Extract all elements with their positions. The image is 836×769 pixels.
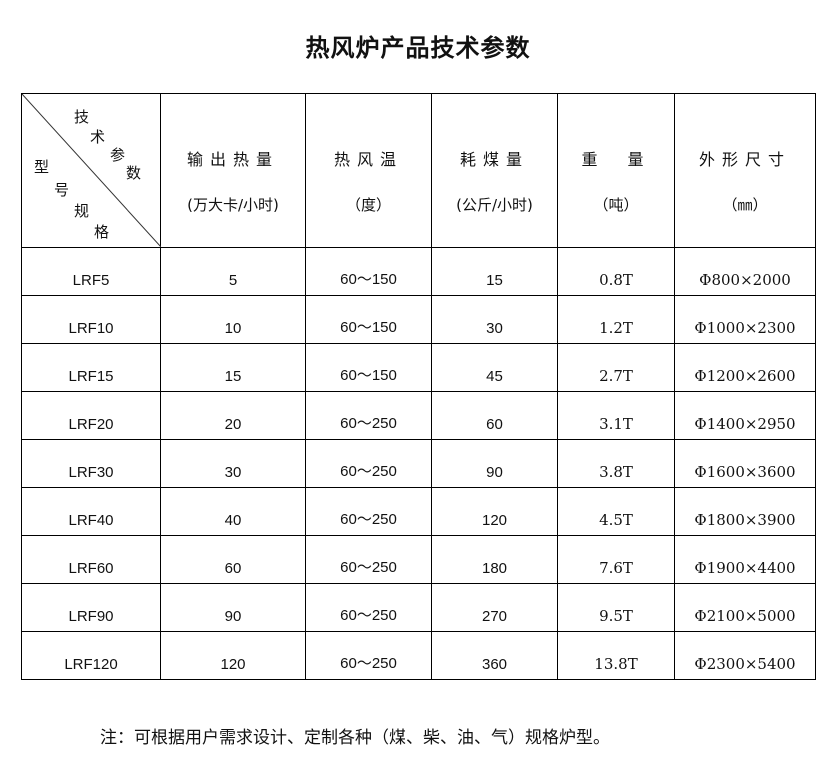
table-row: LRF10 10 60～150 30 1.2T Φ1000×2300 (21, 295, 816, 344)
cell-weight: 3.1T (557, 391, 675, 440)
cell-temp: 60～250 (305, 391, 432, 440)
cell-coal: 180 (431, 535, 558, 584)
cell-temp: 60～250 (305, 631, 432, 680)
cell-weight: 2.7T (557, 343, 675, 392)
table-row: LRF60 60 60～250 180 7.6T Φ1900×4400 (21, 535, 816, 584)
header-row: 技 术 参 数 型 号 规 格 输出热量 (万大卡/小时) 热风温 （度） 耗煤量(… (21, 93, 816, 248)
header-output-heat: 输出热量 (万大卡/小时) (160, 93, 306, 248)
cell-weight: 0.8T (557, 247, 675, 296)
diagonal-line (22, 94, 161, 247)
cell-size: Φ800×2000 (674, 247, 816, 296)
cell-size: Φ1000×2300 (674, 295, 816, 344)
corner-top-char: 数 (126, 164, 142, 182)
header-air-temp: 热风温 （度） (305, 93, 432, 248)
cell-output: 60 (160, 535, 306, 584)
header-coal-use: 耗煤量 (公斤/小时) (431, 93, 558, 248)
cell-weight: 3.8T (557, 439, 675, 488)
cell-temp: 60～250 (305, 535, 432, 584)
cell-model: LRF5 (21, 247, 161, 296)
cell-temp: 60～150 (305, 343, 432, 392)
cell-output: 90 (160, 583, 306, 632)
corner-bottom-char: 型 (34, 158, 50, 176)
cell-model: LRF15 (21, 343, 161, 392)
page-title: 热风炉产品技术参数 (305, 33, 531, 62)
cell-coal: 15 (431, 247, 558, 296)
table-row: LRF20 20 60～250 60 3.1T Φ1400×2950 (21, 391, 816, 440)
cell-weight: 13.8T (557, 631, 675, 680)
cell-model: LRF120 (21, 631, 161, 680)
cell-coal: 120 (431, 487, 558, 536)
table-row: LRF5 5 60～150 15 0.8T Φ800×2000 (21, 247, 816, 296)
cell-coal: 360 (431, 631, 558, 680)
corner-bottom-char: 号 (54, 181, 70, 199)
corner-top-char: 技 (74, 108, 90, 126)
cell-model: LRF40 (21, 487, 161, 536)
cell-temp: 60～250 (305, 583, 432, 632)
cell-size: Φ1600×3600 (674, 439, 816, 488)
cell-coal: 30 (431, 295, 558, 344)
cell-size: Φ2300×5400 (674, 631, 816, 680)
cell-model: LRF30 (21, 439, 161, 488)
cell-size: Φ1800×3900 (674, 487, 816, 536)
cell-output: 5 (160, 247, 306, 296)
cell-weight: 4.5T (557, 487, 675, 536)
corner-top-char: 参 (110, 146, 126, 164)
cell-coal: 60 (431, 391, 558, 440)
spec-table: 技 术 参 数 型 号 规 格 输出热量 (万大卡/小时) 热风温 （度） 耗煤量(… (21, 93, 816, 680)
corner-top-char: 术 (90, 128, 106, 146)
cell-weight: 7.6T (557, 535, 675, 584)
table-row: LRF30 30 60～250 90 3.8T Φ1600×3600 (21, 439, 816, 488)
corner-header: 技 术 参 数 型 号 规 格 (21, 93, 161, 248)
corner-bottom-char: 规 (74, 202, 90, 220)
cell-temp: 60～250 (305, 439, 432, 488)
cell-coal: 270 (431, 583, 558, 632)
cell-output: 40 (160, 487, 306, 536)
cell-coal: 45 (431, 343, 558, 392)
cell-model: LRF90 (21, 583, 161, 632)
cell-weight: 9.5T (557, 583, 675, 632)
header-dimensions: 外形尺寸 （㎜） (674, 93, 816, 248)
cell-temp: 60～250 (305, 487, 432, 536)
cell-size: Φ1400×2950 (674, 391, 816, 440)
footnote: 注：可根据用户需求设计、定制各种（煤、柴、油、气）规格炉型。 (100, 728, 610, 748)
cell-output: 10 (160, 295, 306, 344)
cell-output: 120 (160, 631, 306, 680)
cell-coal: 90 (431, 439, 558, 488)
table-row: LRF90 90 60～250 270 9.5T Φ2100×5000 (21, 583, 816, 632)
table-row: LRF120 120 60～250 360 13.8T Φ2300×5400 (21, 631, 816, 680)
cell-size: Φ1200×2600 (674, 343, 816, 392)
table-row: LRF15 15 60～150 45 2.7T Φ1200×2600 (21, 343, 816, 392)
cell-model: LRF20 (21, 391, 161, 440)
cell-model: LRF60 (21, 535, 161, 584)
cell-weight: 1.2T (557, 295, 675, 344)
cell-output: 15 (160, 343, 306, 392)
cell-size: Φ2100×5000 (674, 583, 816, 632)
cell-output: 20 (160, 391, 306, 440)
corner-bottom-char: 格 (94, 223, 110, 241)
table-row: LRF40 40 60～250 120 4.5T Φ1800×3900 (21, 487, 816, 536)
cell-temp: 60～150 (305, 247, 432, 296)
cell-output: 30 (160, 439, 306, 488)
cell-size: Φ1900×4400 (674, 535, 816, 584)
cell-temp: 60～150 (305, 295, 432, 344)
header-weight: 重 量（吨） (557, 93, 675, 248)
cell-model: LRF10 (21, 295, 161, 344)
